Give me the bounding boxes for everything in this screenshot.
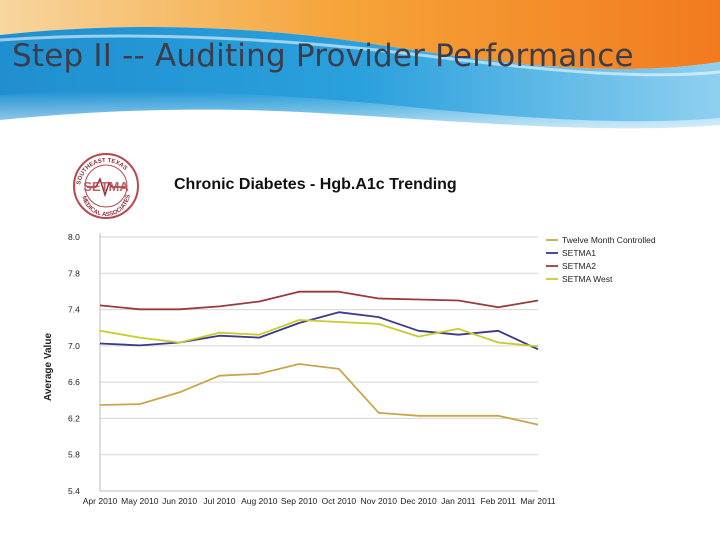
y-tick-label: 6.6 — [68, 377, 80, 387]
y-tick-labels: 8.0 7.8 7.4 7.0 6.6 6.2 5.8 5.4 — [68, 232, 80, 496]
chart-title: Chronic Diabetes - Hgb.A1c Trending — [174, 176, 457, 193]
x-tick-labels: Apr 2010 May 2010 Jun 2010 Jul 2010 Aug 2010… — [83, 496, 556, 506]
y-tick-label: 5.4 — [68, 486, 80, 496]
x-tick-label: Jul 2010 — [203, 496, 235, 506]
series-line-3 — [99, 290, 539, 311]
y-axis-label: Average Value — [43, 333, 54, 401]
legend-entry: Twelve Month Controlled — [562, 235, 656, 245]
x-tick-label: May 2010 — [121, 496, 159, 506]
x-tick-label: Aug 2010 — [241, 496, 278, 506]
x-tick-label: Feb 2011 — [481, 496, 517, 506]
x-tick-label: Oct 2010 — [322, 496, 357, 506]
line-chart: 8.0 7.8 7.4 7.0 6.6 6.2 5.8 5.4 Apr 2010 May 201… — [43, 232, 656, 506]
series-lines — [99, 290, 539, 426]
series-line-1 — [99, 363, 539, 426]
y-tick-label: 7.4 — [68, 305, 80, 315]
legend-entry: SETMA1 — [562, 248, 596, 258]
y-tick-label: 7.0 — [68, 341, 80, 351]
header-banner — [0, 0, 720, 150]
legend-entry: SETMA West — [562, 274, 613, 284]
y-tick-label: 6.2 — [68, 413, 80, 423]
y-tick-label: 7.8 — [68, 268, 80, 278]
y-tick-label: 8.0 — [68, 232, 80, 242]
x-tick-label: Apr 2010 — [83, 496, 118, 506]
y-tick-label: 5.8 — [68, 450, 80, 460]
slide-title: Step II -- Auditing Provider Performance — [12, 38, 634, 74]
series-line-2 — [99, 311, 539, 351]
series-line-4 — [99, 319, 539, 348]
gridlines — [100, 236, 538, 492]
x-tick-label: Jun 2010 — [162, 496, 197, 506]
legend-entry: SETMA2 — [562, 261, 596, 271]
axes — [99, 233, 538, 492]
x-tick-label: Mar 2011 — [520, 496, 556, 506]
logo-text: SETMA — [83, 179, 129, 194]
setma-logo: SOUTHEAST TEXAS MEDICAL ASSOCIATES SETMA — [73, 153, 139, 219]
x-tick-label: Nov 2010 — [361, 496, 398, 506]
x-tick-label: Sep 2010 — [281, 496, 318, 506]
legend: Twelve Month Controlled SETMA1 SETMA2 SETMA… — [546, 235, 656, 284]
x-tick-label: Jan 2011 — [441, 496, 476, 506]
x-tick-label: Dec 2010 — [400, 496, 437, 506]
